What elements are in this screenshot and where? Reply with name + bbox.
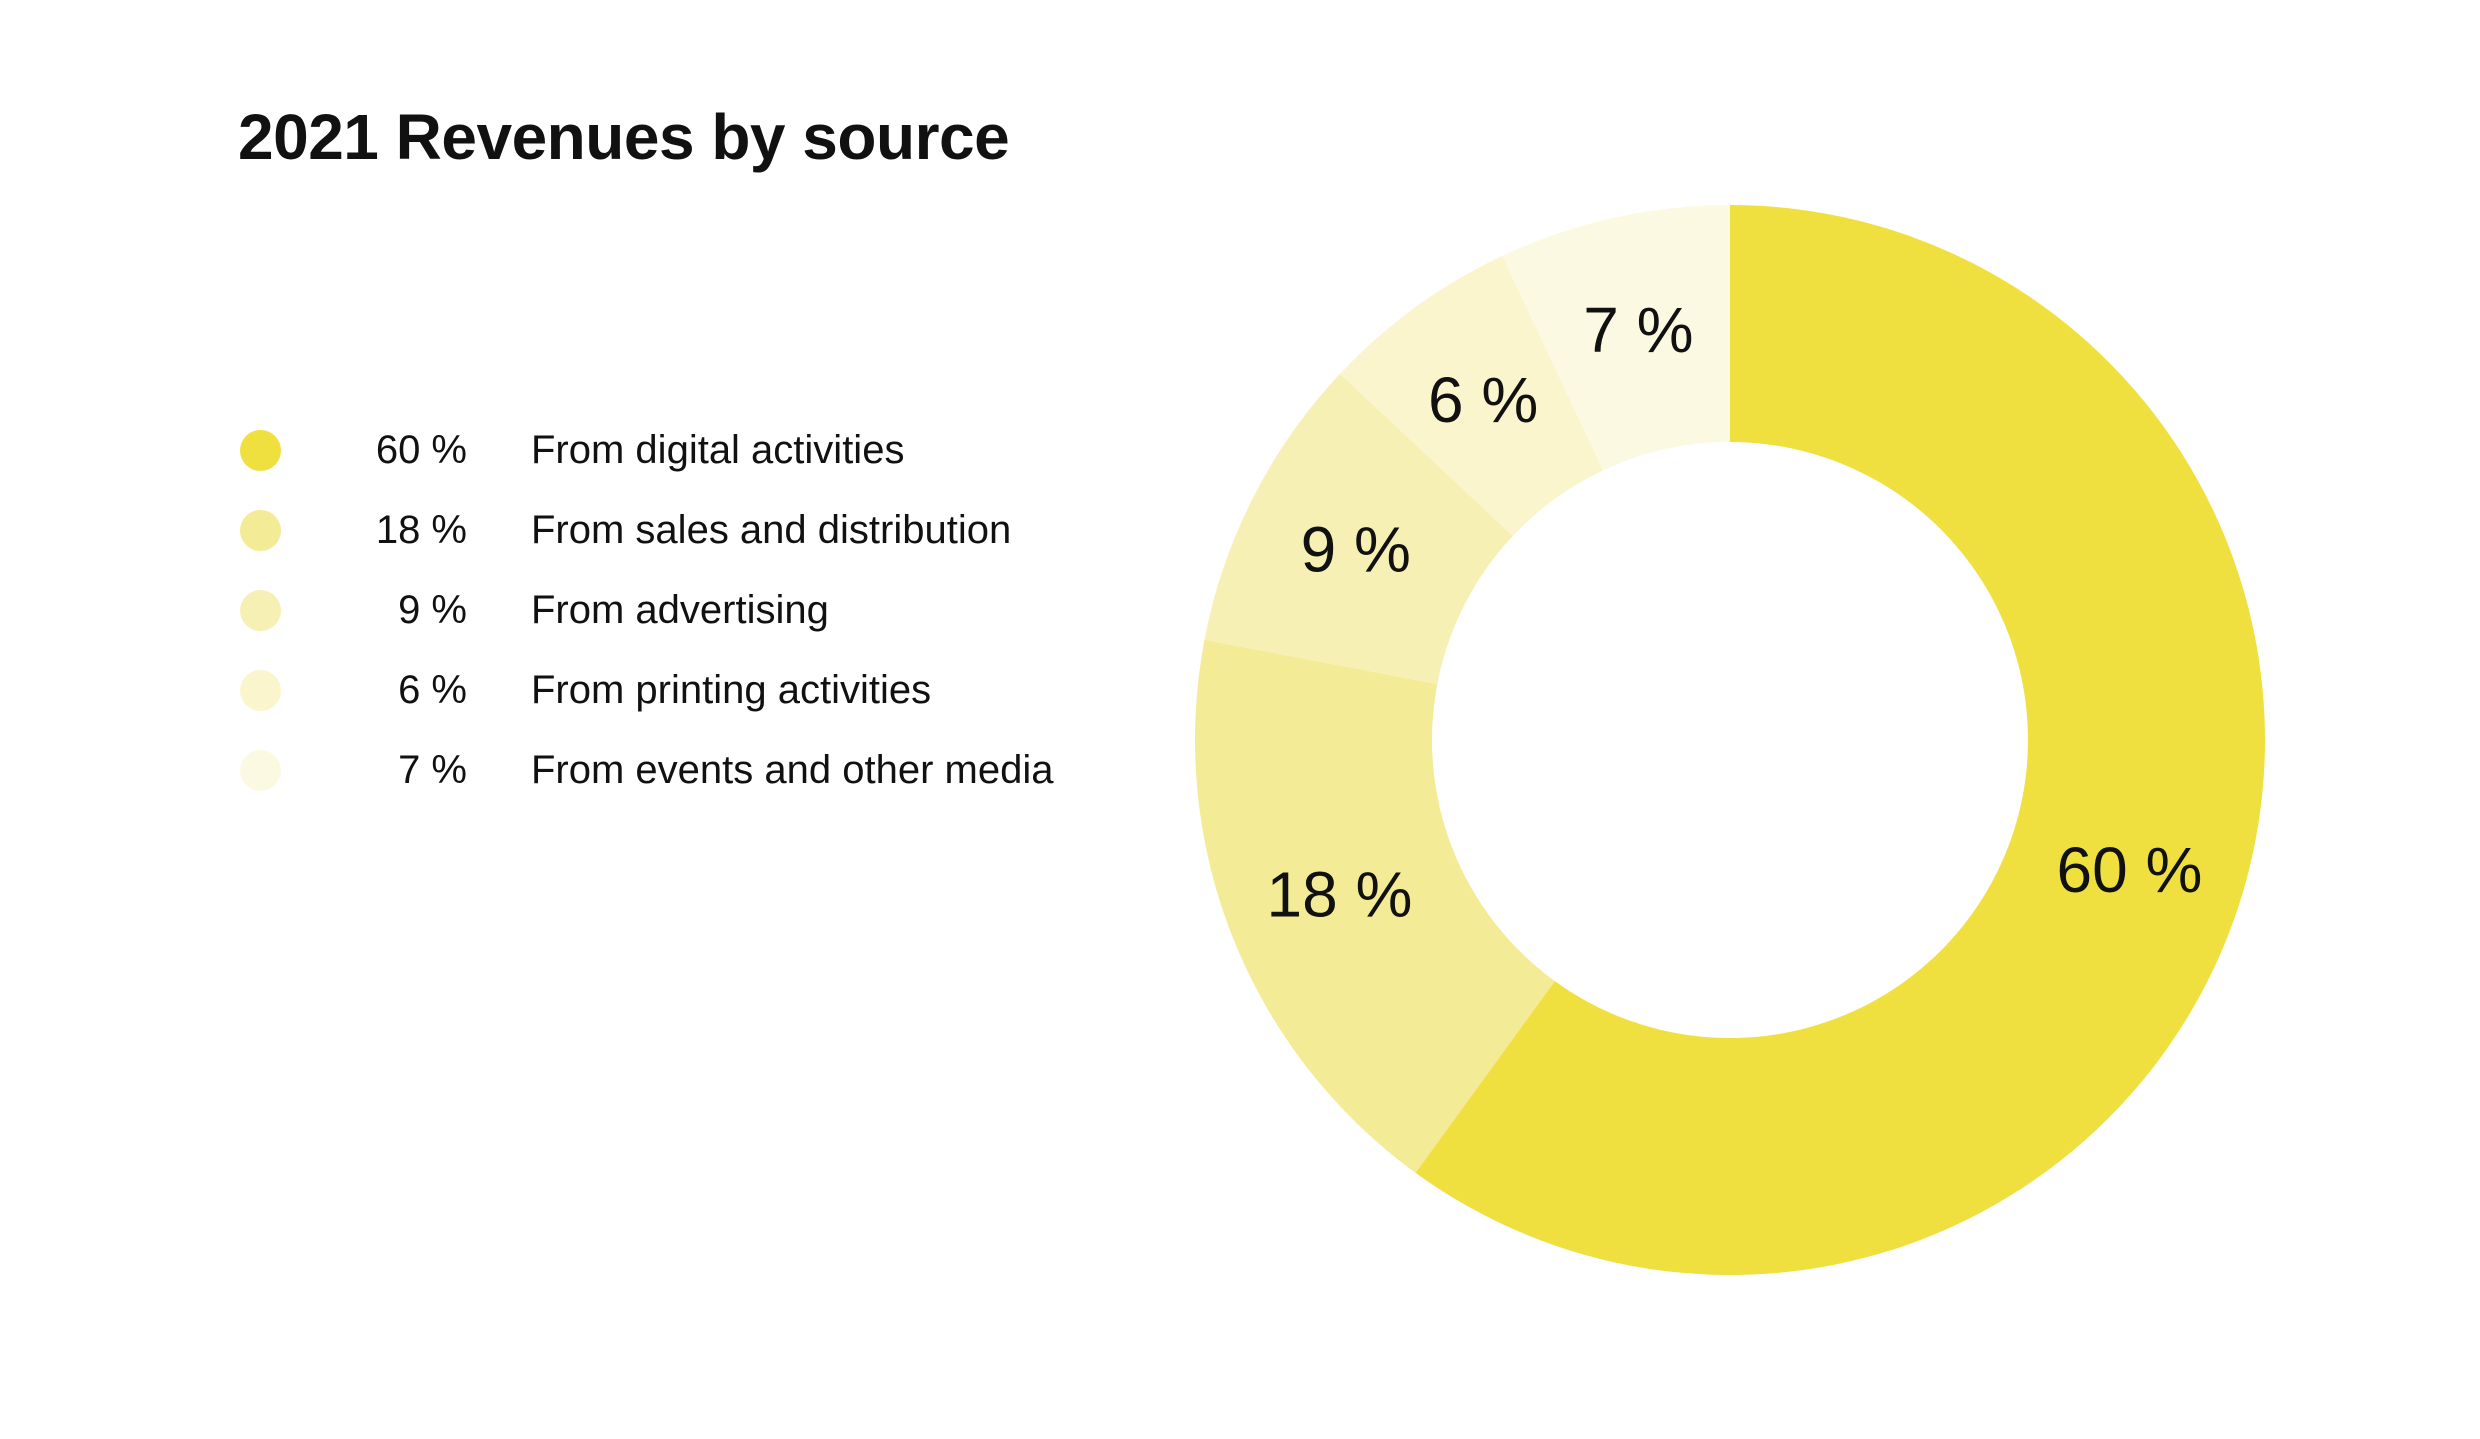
legend-value: 6 % <box>398 667 467 712</box>
legend-label: From printing activities <box>531 667 932 712</box>
legend-item-sales: 18 % From sales and distribution <box>240 490 1060 570</box>
legend-item-digital: 60 % From digital activities <box>240 410 1060 490</box>
legend-swatch <box>240 749 281 791</box>
legend-value: 60 % <box>375 427 467 472</box>
legend-label: From digital activities <box>531 427 905 472</box>
legend-swatch <box>240 429 281 471</box>
legend-value: 9 % <box>398 587 467 632</box>
legend-value: 7 % <box>398 747 467 792</box>
legend-label: From advertising <box>531 587 829 632</box>
slice-printing-label: 6 % <box>1428 364 1538 436</box>
legend-item-advertising: 9 % From advertising <box>240 570 1060 650</box>
slice-digital <box>1415 205 2265 1275</box>
chart-legend: 60 % From digital activities 18 % From s… <box>240 410 1060 810</box>
legend-item-events: 7 % From events and other media <box>240 730 1060 810</box>
legend-item-printing: 6 % From printing activities <box>240 650 1060 730</box>
slice-sales-label: 18 % <box>1267 859 1413 931</box>
donut-chart: 60 % 18 % 9 % 6 % 7 % <box>1180 190 2280 1290</box>
legend-label: From events and other media <box>531 747 1054 792</box>
legend-value: 18 % <box>375 507 467 552</box>
slice-advertising <box>1204 373 1513 685</box>
slice-sales <box>1195 639 1555 1173</box>
legend-swatch <box>240 589 281 631</box>
slice-events <box>1502 205 1730 471</box>
donut-chart-svg: 60 % 18 % 9 % 6 % 7 % <box>1195 205 2265 1275</box>
chart-title: 2021 Revenues by source <box>238 101 1010 173</box>
slice-digital-label: 60 % <box>2057 834 2203 906</box>
legend-label: From sales and distribution <box>531 507 1012 552</box>
slice-printing <box>1340 255 1604 537</box>
slice-events-label: 7 % <box>1583 294 1693 366</box>
legend-swatch <box>240 509 281 551</box>
slice-advertising-label: 9 % <box>1301 513 1411 585</box>
legend-swatch <box>240 669 281 711</box>
